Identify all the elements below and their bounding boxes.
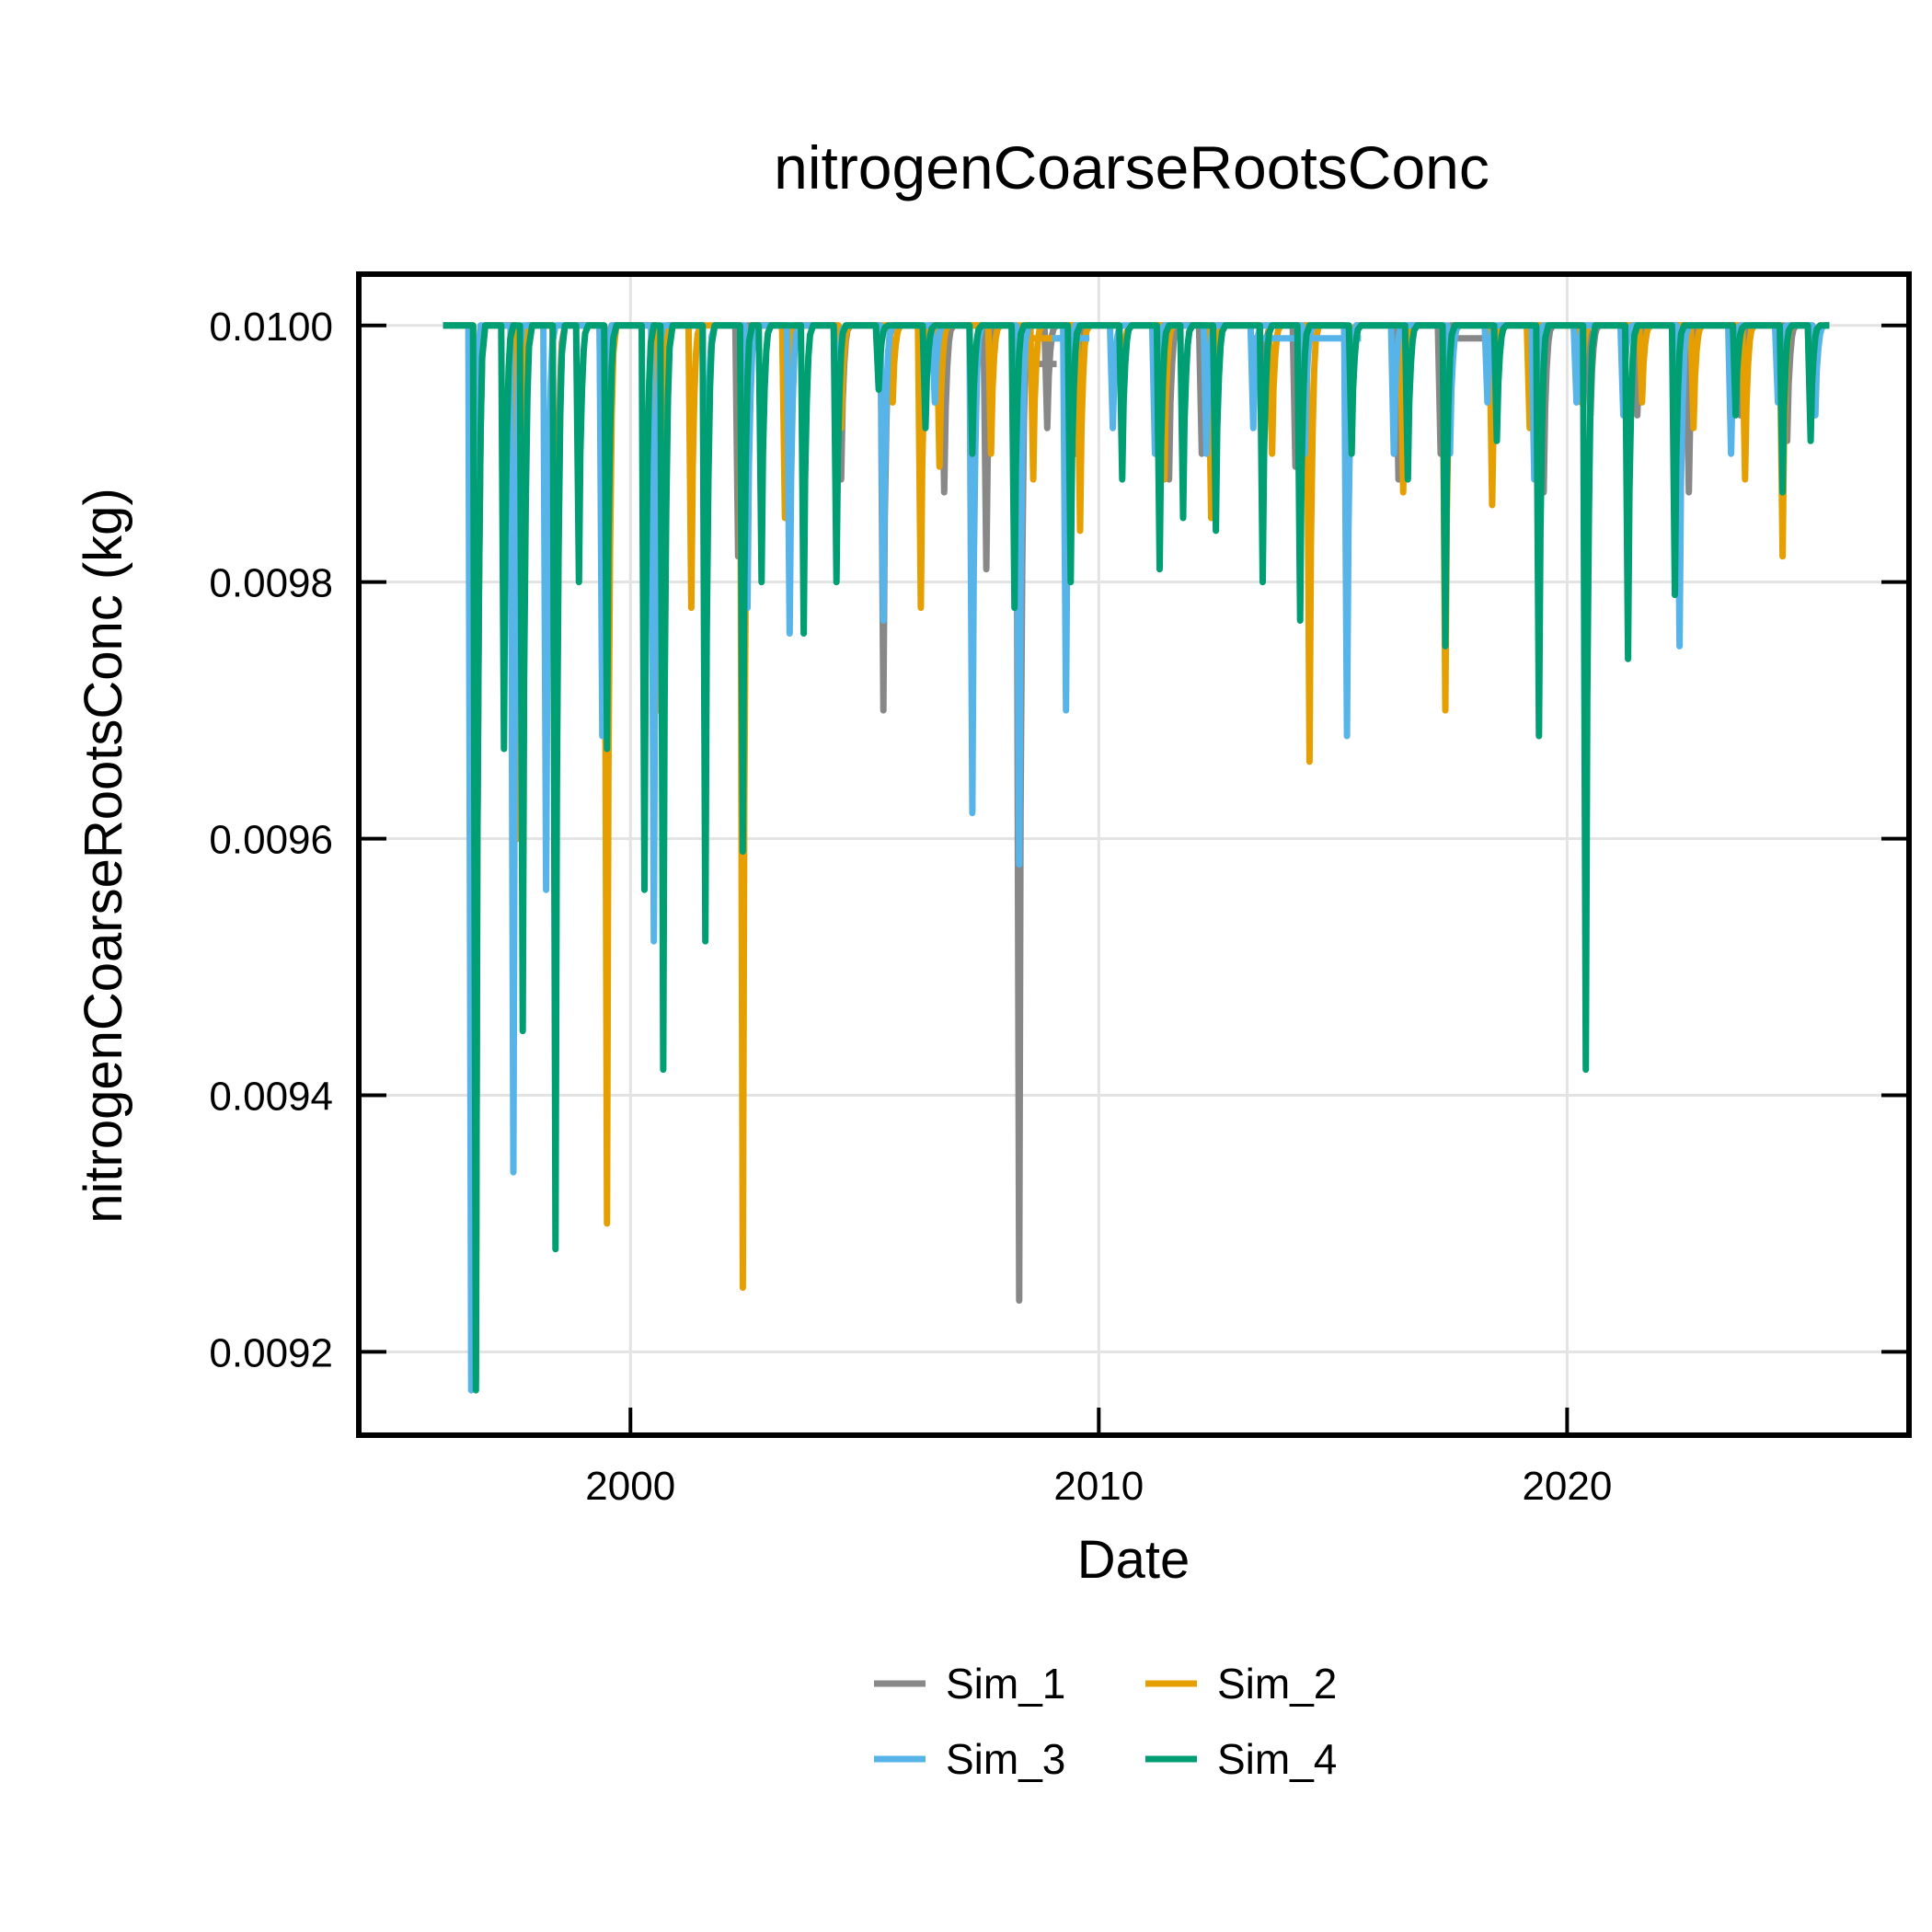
y-tick-label: 0.0100 <box>209 305 333 350</box>
y-tick-label: 0.0092 <box>209 1330 333 1375</box>
chart-title: nitrogenCoarseRootsConc <box>774 133 1489 201</box>
x-tick-label: 2020 <box>1522 1464 1612 1509</box>
y-tick-label: 0.0094 <box>209 1074 333 1119</box>
axis-ticks: 0.0092 0.0094 0.0096 0.0098 0.0100 2000 2010 20… <box>209 305 1909 1509</box>
x-tick-label: 2010 <box>1053 1464 1144 1509</box>
legend-label: Sim_2 <box>1217 1660 1337 1708</box>
series-lines <box>443 322 1830 1394</box>
x-axis-label: Date <box>1077 1530 1190 1590</box>
y-axis-label: nitrogenCoarseRootsConc (kg) <box>74 488 133 1223</box>
legend: Sim_1 Sim_2 Sim_3 Sim_4 <box>874 1660 1337 1783</box>
plot-frame <box>356 271 1912 1438</box>
legend-label: Sim_4 <box>1217 1735 1337 1783</box>
x-tick-label: 2000 <box>585 1464 675 1509</box>
y-tick-label: 0.0096 <box>209 818 333 863</box>
legend-label: Sim_3 <box>946 1735 1065 1783</box>
y-tick-label: 0.0098 <box>209 561 333 606</box>
series-line-sim-4 <box>443 322 1830 1394</box>
legend-label: Sim_1 <box>946 1660 1065 1708</box>
